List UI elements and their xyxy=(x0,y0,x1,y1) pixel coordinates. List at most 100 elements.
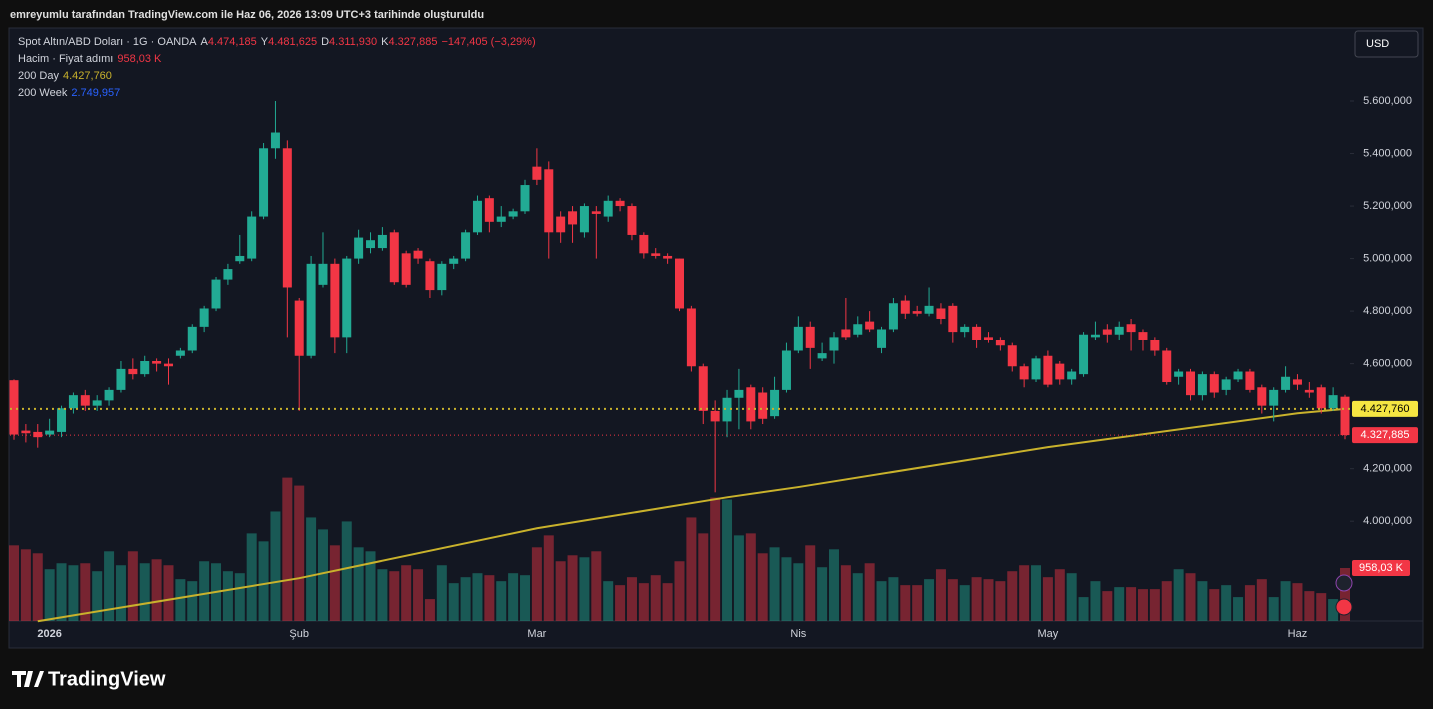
candle-body xyxy=(1174,371,1184,377)
candle-body xyxy=(1281,376,1291,390)
candle-body xyxy=(92,400,102,406)
volume-bar xyxy=(662,583,673,621)
volume-bar xyxy=(1102,591,1113,621)
volume-bar xyxy=(852,573,863,621)
candle-body xyxy=(366,240,376,249)
candle-body xyxy=(282,148,292,288)
candle-body xyxy=(318,263,328,285)
candle-body xyxy=(924,305,934,314)
volume-bar xyxy=(68,565,79,621)
volume-bar xyxy=(163,565,174,621)
volume-bar xyxy=(92,571,103,621)
volume-bar xyxy=(329,545,340,621)
candle-body xyxy=(508,211,518,217)
volume-bar xyxy=(828,549,839,621)
currency[interactable]: USD xyxy=(1366,38,1389,50)
x-tick-label: Nis xyxy=(790,628,806,640)
candle-body xyxy=(259,148,269,217)
volume-bar xyxy=(80,563,91,621)
volume-bar xyxy=(781,557,792,621)
candle-body xyxy=(163,363,173,367)
candle-body xyxy=(722,397,732,422)
candle-body xyxy=(21,430,31,434)
candle-body xyxy=(568,211,578,225)
volume-bar xyxy=(222,571,233,621)
volume-bar xyxy=(722,499,733,621)
volume-bar xyxy=(317,529,328,621)
legend-main: Spot Altın/ABD Doları · 1G · OANDA A4.474… xyxy=(18,35,540,49)
volume-bar xyxy=(615,585,626,621)
volume-bar xyxy=(1066,573,1077,621)
candle-body xyxy=(520,185,530,212)
candle-body xyxy=(591,211,601,214)
currency-button[interactable] xyxy=(1354,30,1419,58)
candle-body xyxy=(484,198,494,222)
volume-bar xyxy=(1090,581,1101,621)
candle-body xyxy=(80,395,90,406)
candle-body xyxy=(972,326,982,340)
volume-bar xyxy=(1233,597,1244,621)
volume-bar xyxy=(341,521,352,621)
candle-body xyxy=(1031,358,1041,380)
volume-bar xyxy=(686,517,697,621)
volume-bar xyxy=(44,569,55,621)
ohlc-key: A xyxy=(200,36,208,48)
volume-bar xyxy=(733,535,744,621)
volume-bar xyxy=(1244,585,1255,621)
volume-bar xyxy=(436,565,447,621)
candle-body xyxy=(1067,371,1077,380)
volume-bar xyxy=(1185,573,1196,621)
candle-body xyxy=(983,337,993,340)
volume-bar xyxy=(460,577,471,621)
ma-badge xyxy=(1352,400,1418,417)
volume-bar xyxy=(1316,593,1327,621)
candle-body xyxy=(900,300,910,314)
volume-bar xyxy=(1328,599,1339,621)
candle-body xyxy=(45,430,55,435)
volume-bar xyxy=(638,583,649,621)
candle-body xyxy=(152,361,162,364)
candle-body xyxy=(948,305,958,333)
candle-body xyxy=(603,200,613,217)
candle-body xyxy=(270,132,280,149)
volume-bar xyxy=(139,563,150,621)
ma-value: 2.749,957 xyxy=(71,87,121,99)
volume-bar xyxy=(187,581,198,621)
candle-body xyxy=(556,216,566,233)
candle-body xyxy=(1102,329,1112,335)
candle-body xyxy=(377,234,387,249)
volume-bar xyxy=(520,575,531,621)
candle-body xyxy=(461,232,471,259)
volume-bar xyxy=(1126,587,1137,621)
volume-bar xyxy=(1054,569,1065,621)
candle-body xyxy=(829,337,839,351)
volume-bar xyxy=(448,583,459,621)
candle-body xyxy=(1138,332,1148,340)
candle-body xyxy=(663,255,673,259)
candle-body xyxy=(1162,350,1172,383)
candle-body xyxy=(472,200,482,233)
candle-body xyxy=(1292,379,1302,385)
volume-bar xyxy=(1280,581,1291,621)
y-tick-label: 4.200,000 xyxy=(1363,463,1412,475)
volume-bar xyxy=(674,561,685,621)
candle-body xyxy=(401,253,411,285)
legend-ma: 200 Day 4.427,760 xyxy=(18,69,116,83)
volume-bar xyxy=(1137,589,1148,621)
candle-body xyxy=(175,350,185,356)
volume-bar xyxy=(115,565,126,621)
attribution: emreyumlu tarafından TradingView.com ile… xyxy=(10,9,484,21)
candle-body xyxy=(1233,371,1243,380)
ma-value: 4.427,760 xyxy=(62,70,112,82)
candle-body xyxy=(544,169,554,233)
volume-bar xyxy=(199,561,210,621)
ma-line xyxy=(37,407,1346,623)
candle-body xyxy=(1150,339,1160,351)
volume-bar xyxy=(579,557,590,621)
icon[interactable] xyxy=(1335,574,1353,592)
candle-body xyxy=(354,237,364,259)
candle-body xyxy=(758,392,768,419)
candle-body xyxy=(686,308,696,367)
icon[interactable] xyxy=(1335,598,1353,616)
